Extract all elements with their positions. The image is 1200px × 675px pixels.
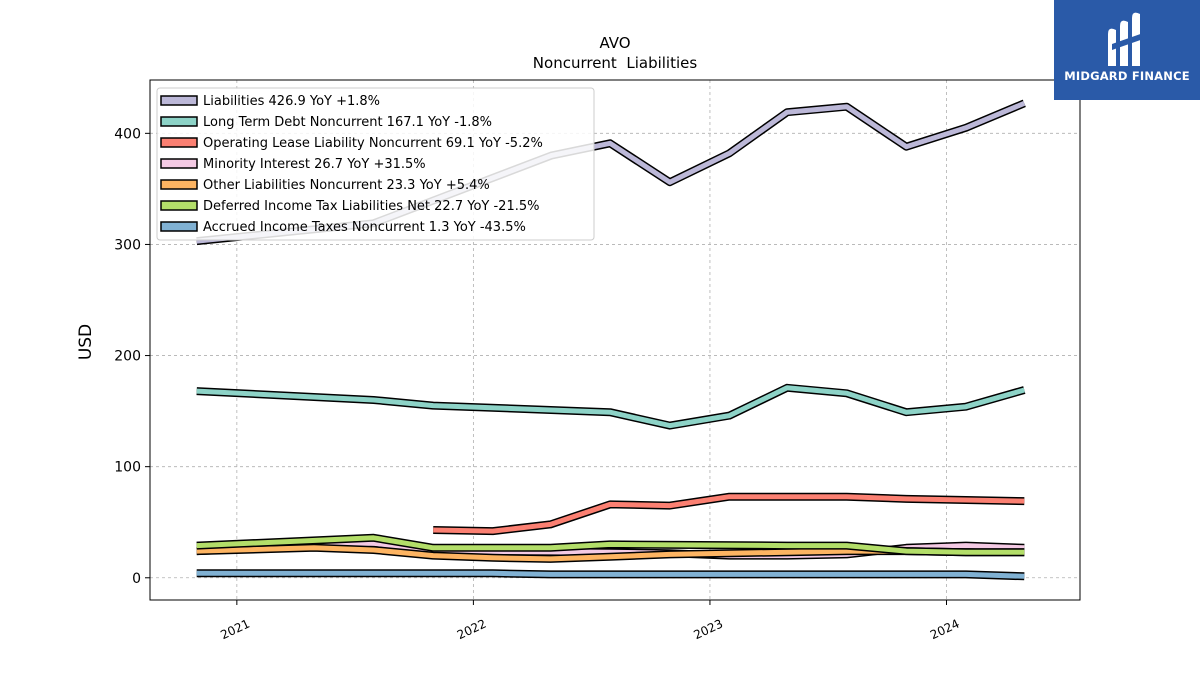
x-tick-label: 2021 — [218, 617, 252, 643]
y-tick-label: 0 — [132, 571, 141, 587]
y-tick-label: 300 — [114, 237, 141, 253]
series-outline — [196, 383, 1026, 430]
legend-swatch — [160, 200, 198, 211]
legend-swatch — [160, 137, 198, 148]
chart-legend: Liabilities 426.9 YoY +1.8% Long Term Deb… — [156, 87, 595, 241]
legend-swatch — [160, 221, 198, 232]
series-line — [196, 570, 1025, 579]
y-tick-label: 100 — [114, 460, 141, 476]
series-lines — [196, 99, 1026, 581]
legend-entry: Operating Lease Liability Noncurrent 69.… — [203, 136, 543, 151]
plot-frame — [149, 79, 1081, 601]
legend-entry: Deferred Income Tax Liabilities Net 22.7… — [203, 199, 539, 214]
series-line — [433, 494, 1025, 534]
chart-title: AVO — [599, 34, 630, 52]
y-axis-label: USD — [76, 324, 96, 360]
legend-box — [156, 87, 595, 241]
legend-swatch — [160, 158, 198, 169]
x-tick-label: 2023 — [691, 617, 725, 643]
y-tick-label: 400 — [114, 126, 141, 142]
legend-entry: Accrued Income Taxes Noncurrent 1.3 YoY … — [203, 220, 526, 235]
legend-swatch — [160, 116, 198, 127]
series-line — [196, 535, 1025, 555]
legend-swatch — [160, 179, 198, 190]
series-line — [196, 385, 1025, 429]
x-tick-label: 2024 — [928, 617, 962, 643]
midgard-logo-icon — [1108, 12, 1146, 67]
brand-name: MIDGARD FINANCE — [1064, 69, 1190, 83]
legend-swatch — [160, 95, 198, 106]
y-tick-label: 200 — [114, 349, 141, 365]
legend-entry: Minority Interest 26.7 YoY +31.5% — [203, 157, 426, 172]
chart-subtitle: Noncurrent Liabilities — [533, 54, 698, 72]
legend-entry: Other Liabilities Noncurrent 23.3 YoY +5… — [203, 178, 490, 193]
legend-entry: Liabilities 426.9 YoY +1.8% — [203, 94, 380, 109]
brand-logo-box: MIDGARD FINANCE — [1054, 0, 1200, 100]
x-tick-label: 2022 — [455, 617, 489, 643]
legend-entry: Long Term Debt Noncurrent 167.1 YoY -1.8… — [203, 115, 492, 130]
